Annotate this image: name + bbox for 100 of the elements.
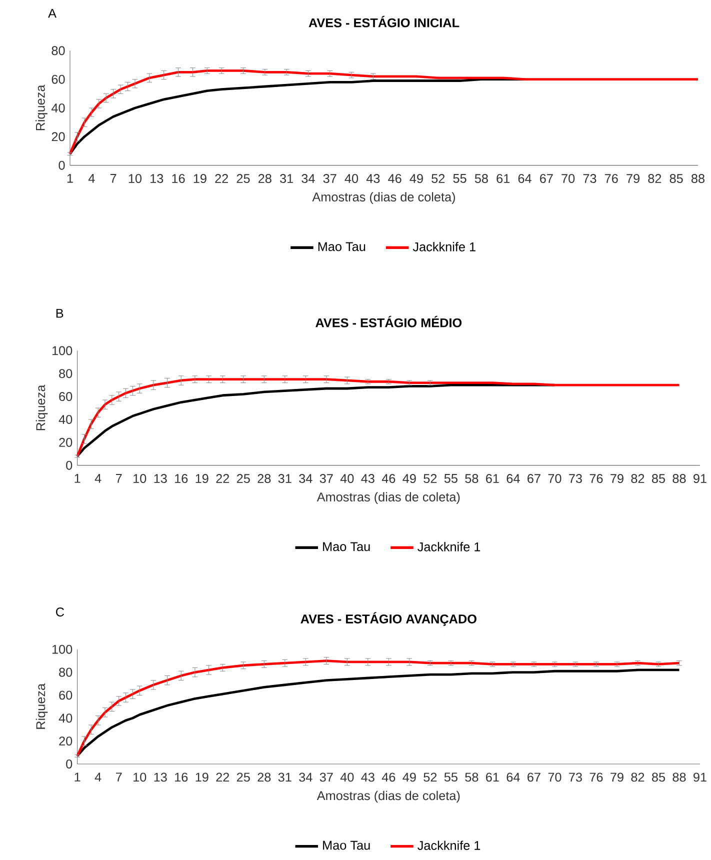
y-tick-label: 80 [58, 668, 72, 677]
x-tick-label: 70 [561, 174, 574, 184]
x-tick-label: 43 [360, 772, 374, 782]
x-tick-label: 43 [360, 474, 374, 484]
legend-label: Jackknife 1 [417, 542, 480, 552]
text: B [56, 308, 63, 318]
x-tick-label: 31 [278, 474, 292, 484]
x-tick-label: 70 [548, 474, 562, 484]
x-tick-label: 82 [630, 772, 644, 782]
x-tick-label: 85 [652, 474, 665, 484]
x-tick-label: 73 [568, 474, 582, 484]
x-tick-label: 16 [174, 772, 188, 782]
text: A [48, 8, 56, 18]
x-tick-label: 70 [548, 772, 562, 782]
legend-label: Mao Tau [322, 840, 370, 850]
x-tick-label: 49 [402, 772, 416, 782]
y-tick-label: 0 [66, 460, 72, 470]
x-tick-label: 28 [258, 174, 272, 184]
x-tick-label: 34 [298, 772, 312, 782]
y-tick-label: 80 [52, 46, 65, 56]
x-tick-label: 43 [366, 174, 380, 184]
x-tick-label: 91 [693, 474, 706, 484]
x-tick-label: 85 [670, 174, 683, 184]
x-tick-label: 67 [527, 772, 540, 782]
y-tick-label: 40 [58, 414, 72, 424]
x-tick-label: 58 [464, 772, 478, 782]
x-tick-label: 31 [278, 772, 292, 782]
x-tick-label: 58 [474, 174, 488, 184]
y-tick-label: 0 [58, 160, 65, 170]
x-tick-label: 13 [150, 174, 163, 184]
y-tick-label: 0 [66, 760, 72, 768]
x-tick-label: 73 [583, 174, 596, 184]
x-tick-label: 55 [444, 474, 458, 483]
x-tick-label: 52 [423, 474, 436, 484]
x-tick-label: 73 [568, 772, 582, 782]
x-tick-label: 1 [74, 772, 80, 782]
x-tick-label: 76 [604, 174, 618, 184]
y-tick-label: 60 [52, 74, 65, 84]
x-tick-label: 52 [423, 772, 436, 782]
x-tick-label: 1 [74, 474, 80, 483]
x-tick-label: 19 [194, 174, 206, 184]
x-tick-label: 10 [133, 772, 146, 782]
chart-title: AVES - ESTÁGIO MÉDIO [315, 316, 462, 328]
y-tick-label: 20 [52, 132, 65, 142]
x-tick-label: 28 [257, 474, 270, 484]
x-tick-label: 61 [486, 772, 499, 782]
x-tick-label: 40 [340, 772, 354, 782]
x-tick-label: 7 [116, 772, 122, 782]
x-tick-label: 10 [128, 174, 142, 184]
x-tick-label: 22 [216, 474, 229, 483]
y-tick-label: 100 [52, 644, 72, 654]
x-tick-label: 1 [67, 174, 73, 183]
x-tick-label: 49 [409, 174, 423, 184]
x-tick-label: 25 [236, 772, 250, 782]
x-tick-label: 76 [590, 772, 602, 782]
y-axis-title: Riqueza [36, 384, 48, 430]
x-axis-title: Amostras (dias de coleta) [312, 192, 455, 204]
x-tick-label: 55 [444, 772, 458, 782]
x-tick-label: 67 [527, 474, 540, 484]
y-tick-label: 40 [58, 714, 72, 723]
x-tick-label: 37 [320, 474, 333, 484]
x-tick-label: 79 [610, 772, 624, 782]
legend-label: Jackknife 1 [417, 840, 480, 850]
y-tick-label: 20 [58, 736, 72, 746]
y-tick-label: 40 [51, 104, 65, 112]
x-tick-label: 22 [216, 772, 229, 782]
y-axis-title: Riqueza [35, 84, 48, 130]
x-tick-label: 19 [196, 474, 208, 484]
x-tick-label: 10 [133, 474, 146, 484]
x-tick-label: 25 [236, 174, 250, 184]
x-tick-label: 16 [172, 174, 185, 184]
x-tick-label: 34 [298, 474, 312, 484]
text: C [56, 608, 64, 616]
x-tick-label: 67 [540, 174, 553, 184]
y-tick-label: 20 [58, 438, 72, 447]
x-tick-label: 82 [648, 174, 661, 184]
legend-label: Mao Tau [318, 242, 365, 252]
x-axis-title: Amostras (dias de coleta) [316, 790, 460, 803]
chart-title: AVES - ESTÁGIO AVANÇADO [300, 612, 476, 626]
x-tick-label: 46 [382, 474, 395, 484]
x-tick-label: 58 [464, 474, 478, 484]
x-tick-label: 88 [672, 772, 686, 782]
x-tick-label: 34 [301, 174, 315, 184]
y-tick-label: 80 [58, 369, 72, 378]
chart-title: AVES - ESTÁGIO INICIAL [308, 16, 459, 28]
x-tick-label: 64 [506, 474, 520, 484]
x-tick-label: 16 [174, 474, 188, 484]
x-tick-label: 88 [691, 174, 704, 184]
x-tick-label: 91 [693, 772, 706, 782]
x-axis-title: Amostras (dias de coleta) [316, 492, 460, 504]
x-tick-label: 55 [453, 174, 466, 183]
x-tick-label: 76 [590, 474, 602, 484]
x-tick-label: 79 [626, 174, 640, 184]
x-tick-label: 40 [344, 174, 358, 184]
x-tick-label: 37 [323, 174, 336, 184]
y-tick-label: 100 [52, 346, 72, 356]
x-tick-label: 13 [154, 474, 167, 484]
x-tick-label: 52 [431, 174, 444, 184]
legend-label: Jackknife 1 [412, 242, 476, 252]
x-tick-label: 79 [610, 474, 624, 484]
